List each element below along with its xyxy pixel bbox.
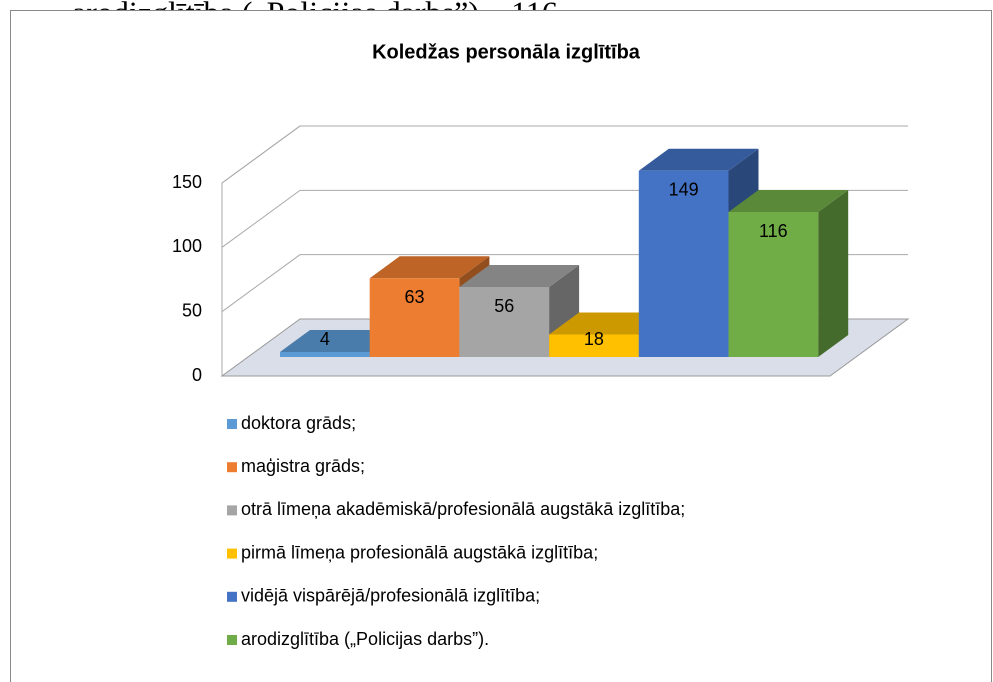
bar [638,170,729,357]
data-label: 116 [759,221,788,241]
legend-swatch [227,548,237,559]
legend-label: vidējā vispārējā/profesionālā izglītība; [241,586,540,606]
legend-label: pirmā līmeņa profesionālā augstākā izglī… [241,542,598,562]
data-label: 63 [405,287,425,307]
data-label: 149 [669,180,699,200]
y-tick-label: 50 [182,300,202,320]
legend-swatch [227,591,237,602]
bar-top [638,148,759,171]
legend-label: doktora grāds; [241,413,356,433]
bar-side [818,190,849,357]
legend-label: arodizglītība („Policijas darbs”). [241,629,489,649]
grid-line [221,125,908,184]
y-tick-label: 100 [172,236,202,256]
legend-swatch [227,505,237,516]
bar-top [369,256,490,279]
data-label: 56 [494,296,514,316]
bar [549,334,639,357]
legend-swatch [227,462,237,473]
legend-label: otrā līmeņa akadēmiskā/profesionālā augs… [241,499,685,519]
bar-top [728,190,849,212]
bar [280,352,370,357]
bar [369,278,460,357]
y-tick-label: 0 [192,365,202,385]
bar [728,212,819,357]
chart-title: Koledžas personāla izglītība [372,41,641,63]
legend-label: maģistra grāds; [241,456,365,476]
bar [459,287,550,357]
legend-swatch [227,635,237,645]
data-label: 4 [320,329,330,349]
y-tick-label: 150 [172,172,202,192]
data-label: 18 [584,329,604,349]
bar-top [459,265,580,287]
legend-swatch [227,419,237,429]
